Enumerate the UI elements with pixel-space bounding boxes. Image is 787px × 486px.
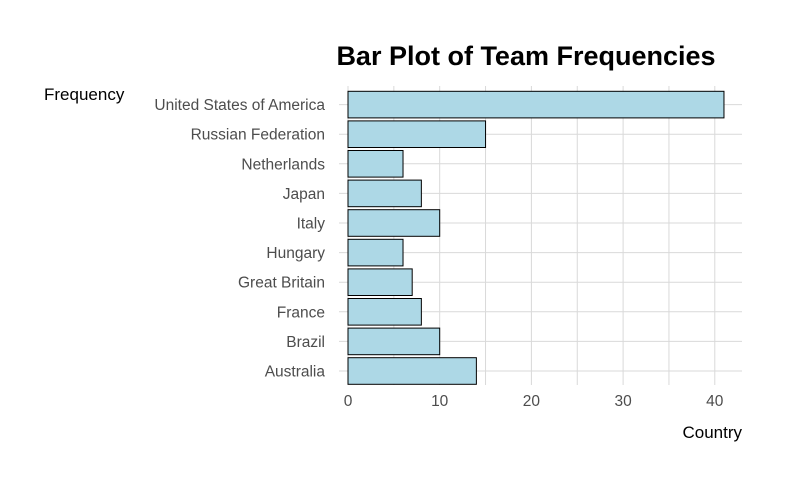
category-label-united-states-of-america: United States of America bbox=[154, 97, 325, 114]
category-label-great-britain: Great Britain bbox=[238, 275, 325, 292]
x-tick-label-20: 20 bbox=[523, 393, 541, 410]
bar-united-states-of-america bbox=[347, 90, 725, 119]
category-label-france: France bbox=[277, 304, 325, 321]
bar-italy bbox=[347, 209, 441, 237]
bar-japan bbox=[347, 179, 422, 208]
category-label-australia: Australia bbox=[265, 364, 326, 381]
category-label-brazil: Brazil bbox=[286, 334, 325, 351]
x-tick-label-40: 40 bbox=[706, 393, 724, 410]
category-label-japan: Japan bbox=[283, 186, 325, 203]
x-tick-labels: 0 10 20 30 40 bbox=[344, 393, 724, 410]
bars bbox=[347, 90, 725, 385]
bar-hungary bbox=[347, 238, 404, 267]
category-label-russian-federation: Russian Federation bbox=[191, 127, 325, 144]
bar-australia bbox=[347, 357, 477, 385]
x-axis-title: Country bbox=[682, 423, 742, 442]
x-tick-label-10: 10 bbox=[431, 393, 449, 410]
chart-title: Bar Plot of Team Frequencies bbox=[336, 41, 715, 71]
y-axis-title: Frequency bbox=[44, 85, 125, 104]
category-label-netherlands: Netherlands bbox=[241, 156, 325, 173]
x-tick-label-0: 0 bbox=[344, 393, 353, 410]
bar-france bbox=[347, 298, 422, 326]
bar-netherlands bbox=[347, 150, 404, 178]
category-label-hungary: Hungary bbox=[266, 245, 325, 262]
category-labels: Australia Brazil France Great Britain Hungar… bbox=[154, 97, 325, 380]
bar-brazil bbox=[347, 327, 441, 356]
bar-great-britain bbox=[347, 268, 413, 296]
bar-russian-federation bbox=[347, 120, 487, 149]
x-tick-label-30: 30 bbox=[614, 393, 632, 410]
category-label-italy: Italy bbox=[297, 216, 326, 233]
